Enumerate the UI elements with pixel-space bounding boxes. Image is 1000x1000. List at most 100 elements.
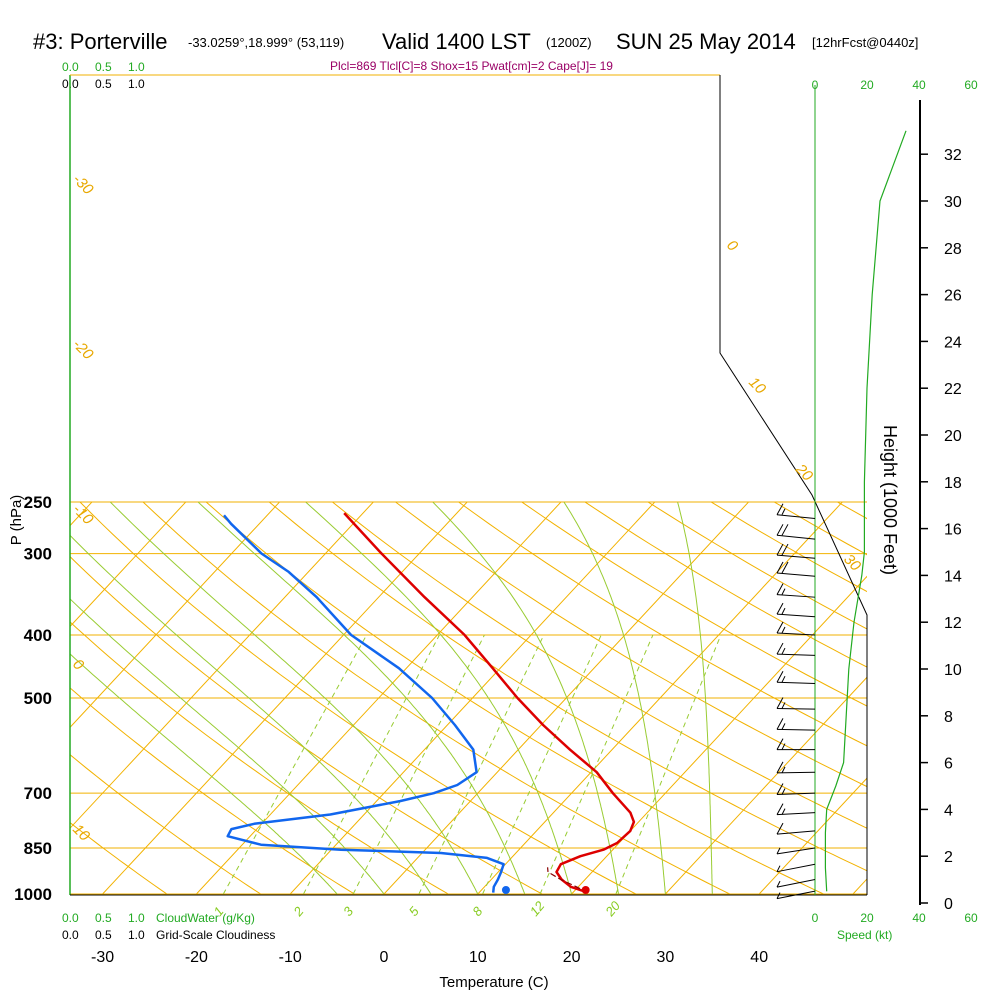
pressure-tick-label: 250: [24, 493, 52, 512]
speed-tick-label-bottom: 20: [860, 911, 874, 925]
height-tick-label: 6: [944, 756, 953, 773]
temperature-tick-label: 40: [750, 949, 768, 966]
height-tick-label: 24: [944, 334, 962, 351]
wind-barb-staff: [776, 890, 816, 900]
moist-adiabat-line: [305, 501, 573, 895]
mixing-ratio-label: 12: [527, 898, 548, 919]
temperature-tick-label: 20: [563, 949, 581, 966]
temperature-tick-label: -30: [91, 949, 114, 966]
wind-barb-half-flag: [781, 788, 786, 795]
isotherm-label: 0: [69, 656, 87, 674]
wind-barb-staff: [776, 681, 816, 685]
pressure-tick-label: 1000: [14, 885, 52, 904]
moist-adiabat-line: [432, 501, 619, 895]
wind-barb-staff: [776, 830, 816, 835]
temperature-tick-label: 30: [657, 949, 675, 966]
wind-barb-staff: [776, 653, 816, 656]
wind-barb: [776, 543, 816, 559]
svg-text:1.0: 1.0: [128, 77, 145, 91]
wind-barb: [776, 602, 816, 618]
dry-adiabat-line: [584, 501, 867, 668]
moist-adiabat-line: [70, 534, 432, 895]
wind-barb-flag: [776, 761, 784, 774]
svg-text:0.5: 0.5: [95, 911, 112, 925]
wind-barb-flag: [776, 524, 784, 536]
wind-barb-staff: [776, 879, 816, 888]
wind-barb-flag: [776, 718, 784, 730]
top-cloudiness-scale: 0.0 0.5 1.0: [62, 77, 145, 91]
mixing-ratio-line: [418, 634, 545, 895]
top-cloudwater-scale: 0.0 0.5 1.0: [62, 60, 145, 74]
pressure-tick-label: 300: [24, 545, 52, 564]
wind-barb: [776, 783, 816, 795]
pressure-tick-label: 700: [24, 784, 52, 803]
wind-barb-staff: [776, 613, 816, 618]
speed-axis-label: Speed (kt): [837, 928, 892, 942]
stability-params: Plcl=869 Tlcl[C]=8 Shox=15 Pwat[cm]=2 Ca…: [330, 59, 613, 73]
isotherm-line: [852, 878, 867, 895]
isotherm-line: [196, 501, 562, 895]
isotherm-line: [758, 777, 867, 895]
dry-adiabat-line: [332, 501, 867, 829]
wind-barb: [776, 761, 816, 774]
surface-temperature-marker: [581, 886, 590, 894]
svg-text:0.0: 0.0: [62, 911, 79, 925]
height-tick-label: 26: [944, 288, 962, 305]
dry-adiabat-line: [205, 501, 824, 895]
wind-barb: [776, 583, 816, 598]
temperature-tick-label: -20: [185, 949, 208, 966]
svg-text:0.0: 0.0: [62, 60, 79, 74]
height-tick-label: 14: [944, 568, 962, 585]
wind-barb-staff: [776, 594, 816, 598]
station-title: #3: Porterville: [33, 29, 168, 54]
isotherm-line: [102, 501, 468, 895]
wind-barb: [776, 670, 816, 685]
wind-barb-half-flag: [781, 647, 786, 655]
height-tick-label: 2: [944, 849, 953, 866]
bottom-cloudwater-scale: 0.0 0.5 1.0 CloudWater (g/Kg): [62, 911, 255, 925]
height-tick-label: 22: [944, 381, 962, 398]
pressure-tick-label: 400: [24, 626, 52, 645]
wind-barb-half-flag: [781, 723, 786, 730]
pressure-axis-label: P (hPa): [8, 495, 25, 546]
mixing-ratio-line: [222, 634, 368, 895]
svg-text:1.0: 1.0: [128, 928, 145, 942]
svg-text:0.5: 0.5: [95, 60, 112, 74]
temperature-line: [343, 512, 636, 894]
wind-barb: [776, 879, 816, 888]
wind-barb-staff: [776, 572, 816, 577]
wind-barb: [776, 524, 816, 540]
height-tick-label: 8: [944, 709, 953, 726]
mixing-ratio-line: [303, 634, 440, 895]
wind-barb: [776, 847, 816, 855]
speed-tick-label-bottom: 60: [964, 911, 978, 925]
moist-adiabat-line: [563, 501, 666, 895]
isotherm-label: -20: [69, 336, 97, 364]
wind-barb-half-flag: [776, 892, 781, 899]
plot-right-outline: [719, 75, 868, 895]
isotherm-label: 30: [840, 551, 864, 575]
wind-barb-half-flag: [781, 766, 786, 774]
wind-barb-flag: [776, 738, 784, 750]
moist-adiabat-line: [197, 501, 526, 895]
height-tick-label: 32: [944, 147, 962, 164]
speed-tick-label-top: 20: [860, 78, 874, 92]
speed-tick-label-bottom: 40: [912, 911, 926, 925]
wind-barb-staff: [776, 707, 816, 710]
dry-adiabat-line: [395, 501, 867, 788]
surface-dewpoint-marker: [501, 886, 510, 894]
wind-barb-flag: [776, 583, 784, 595]
moist-adiabat-line: [70, 653, 338, 895]
wind-barb-flag: [776, 561, 784, 574]
mixing-ratio-label: 8: [469, 903, 486, 919]
wind-barb-half-flag: [781, 508, 786, 515]
wind-barb: [776, 697, 816, 710]
height-tick-label: 10: [944, 662, 962, 679]
height-tick-label: 30: [944, 194, 962, 211]
parcel-line: [547, 867, 589, 894]
dry-adiabat-line: [458, 501, 867, 747]
wind-barb-flag: [781, 561, 789, 574]
wind-barb-flag: [776, 822, 784, 835]
wind-barb-half-flag: [781, 743, 786, 750]
height-tick-label: 0: [944, 896, 953, 913]
